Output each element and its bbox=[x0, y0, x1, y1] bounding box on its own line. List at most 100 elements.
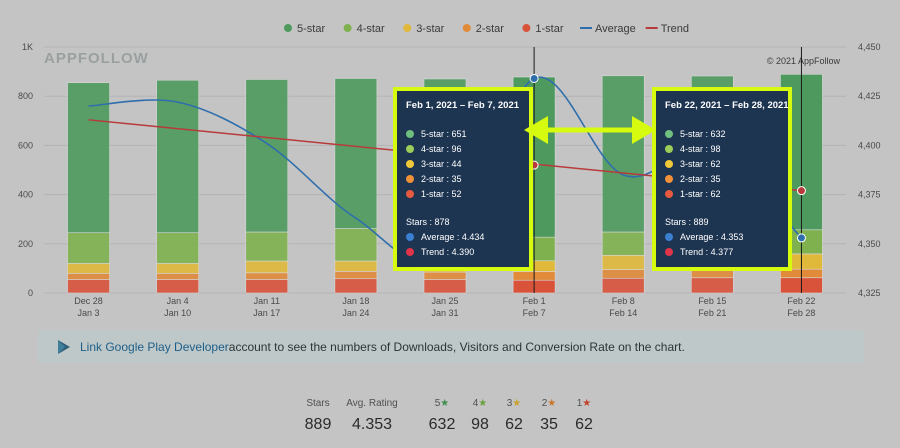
stat-5star: 5★ 632 bbox=[428, 398, 456, 433]
bar-segment-2-star bbox=[423, 271, 467, 280]
y-tick-label: 200 bbox=[18, 239, 33, 249]
tooltip-row-4star: 4-star : 98 bbox=[665, 144, 721, 154]
tooltip-row-3star: 3-star : 44 bbox=[406, 159, 462, 169]
dot-3star-icon bbox=[665, 160, 673, 168]
stat-2star: 2★ 35 bbox=[540, 398, 558, 433]
dot-trend-icon bbox=[406, 248, 414, 256]
x-tick-label: Dec 28 bbox=[74, 296, 103, 306]
stat-stars: Stars 889 bbox=[304, 398, 332, 433]
x-tick-label: Feb 8 bbox=[612, 296, 635, 306]
x-tick-label: Feb 28 bbox=[787, 308, 815, 318]
bar-segment-4-star bbox=[601, 231, 645, 256]
dot-4star-icon bbox=[406, 145, 414, 153]
tooltip-row-4star: 4-star : 96 bbox=[406, 144, 462, 154]
bar-segment-1-star bbox=[156, 279, 199, 294]
legend-dot-icon bbox=[284, 24, 292, 32]
x-tick-label: Jan 25 bbox=[431, 296, 458, 306]
bar-segment-4-star bbox=[67, 232, 110, 264]
bar-segment-1-star bbox=[67, 279, 110, 294]
legend-dot-icon bbox=[462, 24, 471, 32]
tooltip-date: Feb 22, 2021 – Feb 28, 2021 bbox=[665, 100, 789, 111]
stat-3star: 3★ 62 bbox=[505, 398, 523, 433]
bar-segment-1-star bbox=[601, 277, 645, 294]
bar-segment-1-star bbox=[691, 277, 734, 294]
tooltip-row-5star: 5-star : 651 bbox=[406, 129, 467, 139]
bar-segment-3-star bbox=[334, 260, 378, 272]
dot-5star-icon bbox=[406, 130, 414, 138]
legend-dot-icon bbox=[343, 24, 352, 32]
tooltip-row-3star: 3-star : 62 bbox=[665, 159, 721, 169]
star-icon: ★ bbox=[440, 398, 450, 409]
bar-segment-2-star bbox=[156, 273, 199, 280]
chart-axes: 0 200 400 600 800 1K 4,325 4,350 4,375 4,400 4,425… bbox=[18, 42, 881, 318]
stat-4star: 4★ 98 bbox=[471, 398, 489, 433]
y-tick-label: 1K bbox=[22, 42, 33, 52]
tooltip-row-1star: 1-star : 52 bbox=[406, 189, 462, 199]
bar-segment-2-star bbox=[601, 269, 645, 279]
brand-watermark: APPFOLLOW bbox=[44, 50, 149, 67]
bar-segment-5-star bbox=[156, 79, 199, 234]
bar-segment-5-star bbox=[334, 78, 378, 229]
double-arrow-icon bbox=[524, 116, 656, 144]
dot-3star-icon bbox=[406, 160, 414, 168]
tooltip-stars: Stars : 878 bbox=[406, 217, 450, 227]
tooltip-row-2star: 2-star : 35 bbox=[665, 174, 721, 184]
x-tick-label: Jan 4 bbox=[167, 296, 189, 306]
legend-label: Average bbox=[595, 23, 636, 35]
x-tick-label: Feb 22 bbox=[787, 296, 815, 306]
tooltip-row-1star: 1-star : 62 bbox=[665, 189, 721, 199]
dot-2star-icon bbox=[665, 175, 673, 183]
bar-segment-4-star bbox=[156, 232, 199, 264]
dot-average-icon bbox=[406, 233, 414, 241]
dot-1star-icon bbox=[665, 190, 673, 198]
link-google-play-developer[interactable]: Link Google Play Developer bbox=[80, 339, 229, 354]
tooltip-date: Feb 1, 2021 – Feb 7, 2021 bbox=[406, 100, 520, 111]
bar-segment-2-star bbox=[245, 272, 289, 280]
legend-dot-icon bbox=[403, 24, 412, 32]
legend-dot-icon bbox=[522, 24, 531, 32]
y-tick-label: 0 bbox=[28, 288, 33, 298]
legend-label: 2-star bbox=[476, 23, 504, 35]
x-tick-label: Jan 17 bbox=[253, 308, 280, 318]
trend-point bbox=[796, 186, 806, 196]
stat-1star: 1★ 62 bbox=[575, 398, 593, 433]
copyright-text: © 2021 AppFollow bbox=[767, 56, 841, 66]
x-tick-label: Jan 10 bbox=[164, 308, 191, 318]
legend-label: 3-star bbox=[416, 23, 444, 35]
x-tick-label: Jan 3 bbox=[78, 308, 100, 318]
average-point bbox=[796, 233, 806, 243]
bar-segment-3-star bbox=[67, 263, 110, 274]
info-text: account to see the numbers of Downloads,… bbox=[228, 339, 685, 354]
x-tick-label: Jan 18 bbox=[342, 296, 369, 306]
average-point bbox=[529, 73, 539, 83]
legend-label: 1-star bbox=[535, 23, 563, 35]
y2-tick-label: 4,450 bbox=[858, 42, 881, 52]
x-tick-label: Jan 11 bbox=[254, 296, 280, 306]
x-tick-label: Feb 21 bbox=[698, 308, 726, 318]
legend-label: 4-star bbox=[357, 23, 385, 35]
y2-tick-label: 4,375 bbox=[858, 190, 881, 200]
bar-segment-2-star bbox=[67, 273, 110, 280]
x-tick-label: Jan 24 bbox=[342, 308, 369, 318]
bar-segment-5-star bbox=[245, 79, 289, 233]
bar-segment-3-star bbox=[156, 263, 199, 274]
bar-segment-2-star bbox=[334, 271, 378, 280]
star-icon: ★ bbox=[547, 398, 557, 409]
info-bar: Link Google Play Developer account to se… bbox=[38, 330, 864, 363]
dot-4star-icon bbox=[665, 145, 673, 153]
x-tick-label: Feb 7 bbox=[523, 308, 546, 318]
bar-segment-3-star bbox=[245, 260, 289, 274]
stat-avg-rating: Avg. Rating 4.353 bbox=[346, 398, 398, 433]
legend-label: 5-star bbox=[297, 23, 325, 35]
star-icon: ★ bbox=[582, 398, 592, 409]
x-tick-label: Feb 15 bbox=[698, 296, 726, 306]
star-icon: ★ bbox=[478, 398, 488, 409]
bar-segment-3-star bbox=[601, 255, 645, 270]
bar-segment-1-star bbox=[334, 278, 378, 294]
dot-5star-icon bbox=[665, 130, 673, 138]
tooltip-average: Average : 4.434 bbox=[406, 232, 484, 242]
y2-tick-label: 4,350 bbox=[858, 239, 881, 249]
x-tick-label: Jan 31 bbox=[431, 308, 458, 318]
tooltip-feb22: Feb 22, 2021 – Feb 28, 2021 5-star : 632… bbox=[652, 87, 792, 271]
tooltip-row-2star: 2-star : 35 bbox=[406, 174, 462, 184]
